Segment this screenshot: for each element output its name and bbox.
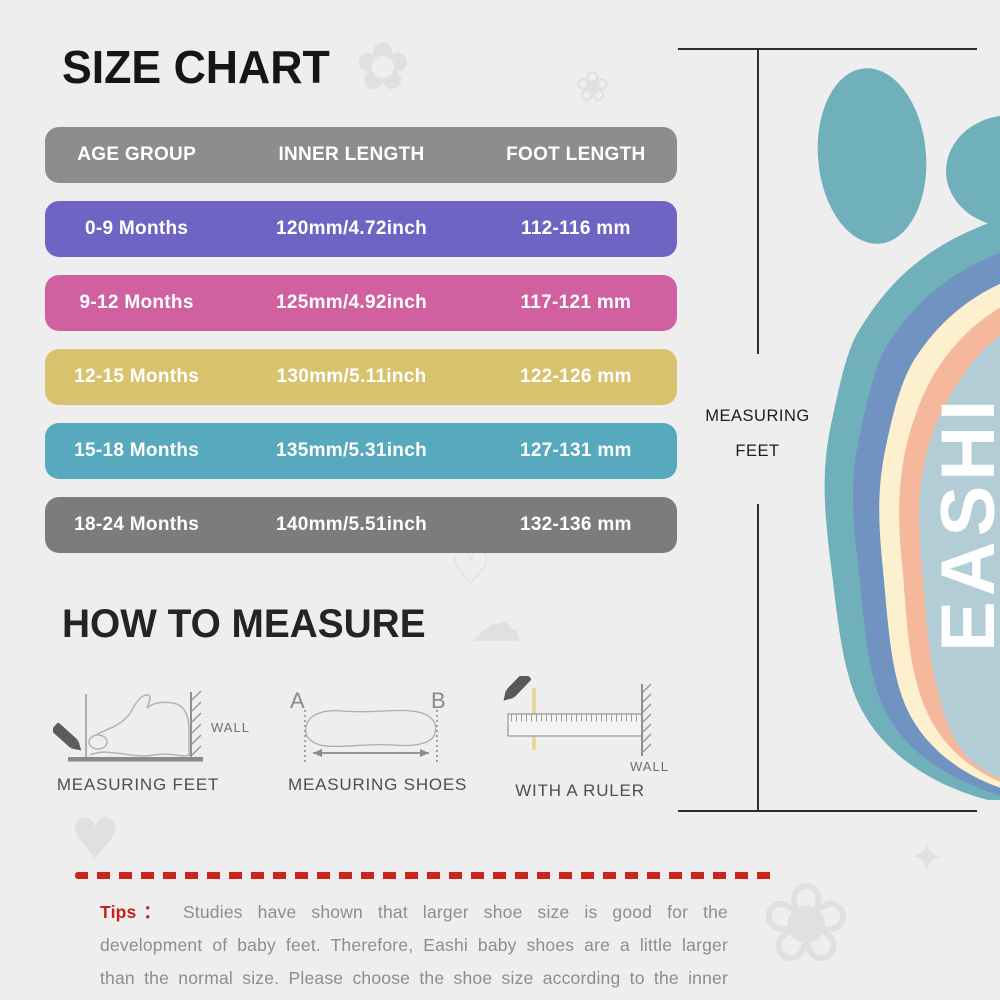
toe-shape [946,115,1000,227]
big-toe-shape [817,68,927,244]
age-cell: 15-18 Months [74,440,200,461]
inner-length-cell: 135mm/5.31inch [275,440,427,461]
foot-length-cell: 127-131 mm [519,440,632,461]
table-row: 9-12 Months 125mm/4.92inch 117-121 mm [45,275,677,331]
foot-length-cell: 117-121 mm [520,292,632,313]
ruler-icon: WALL [503,672,669,774]
inner-length-cell: 140mm/5.51inch [275,514,427,535]
point-b-label: B [431,688,446,713]
tips-paragraph: Tips： Studies have shown that larger sho… [100,896,728,1000]
inner-length-cell: 130mm/5.11inch [276,366,427,387]
tips-label: Tips： [100,902,168,922]
brand-logo-text: EASHI [926,395,1000,652]
tips-body: Studies have shown that larger shoe size… [100,902,728,988]
measuring-feet-label: MEASURING FEET [695,399,820,469]
header-foot-length: FOOT LENGTH [506,144,646,165]
measuring-feet-diagram: WALL MEASURING FEET [51,686,263,795]
flower-doodle-icon: ❀ [575,62,611,111]
vertical-rule-line [757,48,759,354]
how-to-measure-title: HOW TO MEASURE [62,602,426,646]
page-title: SIZE CHART [62,41,330,93]
age-cell: 12-15 Months [74,366,200,387]
flower-doodle-icon: ✿ [355,28,411,105]
header-age-group: AGE GROUP [77,144,197,165]
cloud-doodle-icon: ☁ [470,594,522,654]
table-header-row: AGE GROUP INNER LENGTH FOOT LENGTH [45,127,677,183]
pencil-icon [51,722,82,751]
foot-center [919,335,1000,779]
header-inner-length: INNER LENGTH [278,144,425,165]
foot-length-cell: 122-126 mm [519,366,632,387]
foot-length-cell: 132-136 mm [519,514,632,535]
table-row: 0-9 Months 120mm/4.72inch 112-116 mm [45,201,677,257]
wall-label: WALL [630,759,669,774]
table-row: 18-24 Months 140mm/5.51inch 132-136 mm [45,497,677,553]
inner-length-cell: 125mm/4.92inch [275,292,427,313]
point-a-label: A [290,688,305,713]
pencil-icon [503,672,531,701]
heart-doodle-icon: ♥ [70,807,121,872]
vertical-rule-line [757,504,759,810]
measuring-feet-label-line1: MEASURING [705,407,810,425]
foot-length-cell: 112-116 mm [521,218,631,239]
age-cell: 18-24 Months [74,514,200,535]
bottom-rule-line [678,810,977,812]
diagram-label: MEASURING FEET [56,775,220,794]
wall-label: WALL [211,720,250,735]
baby-foot-illustration: EASHI [817,68,1000,800]
measuring-feet-label-line2: FEET [735,442,780,460]
foot-against-wall-icon: WALL [51,690,250,762]
age-cell: 9-12 Months [79,292,194,313]
age-cell: 0-9 Months [84,218,189,239]
diagram-label: MEASURING SHOES [288,775,468,794]
flower-doodle-icon: ❀ [760,859,853,987]
table-row: 12-15 Months 130mm/5.11inch 122-126 mm [45,349,677,405]
top-rule-line [678,48,977,50]
inner-length-cell: 120mm/4.72inch [275,218,427,239]
diagram-label: WITH A RULER [515,781,645,800]
measuring-shoes-diagram: A B MEASURING SHOES [288,686,468,795]
shoe-sole-icon: A B [290,688,446,764]
with-a-ruler-diagram: WALL WITH A RULER [490,672,670,801]
size-table: AGE GROUP INNER LENGTH FOOT LENGTH 0-9 M… [45,127,677,571]
red-dashed-divider [75,872,775,879]
table-row: 15-18 Months 135mm/5.31inch 127-131 mm [45,423,677,479]
star-doodle-icon: ✦ [910,835,944,881]
